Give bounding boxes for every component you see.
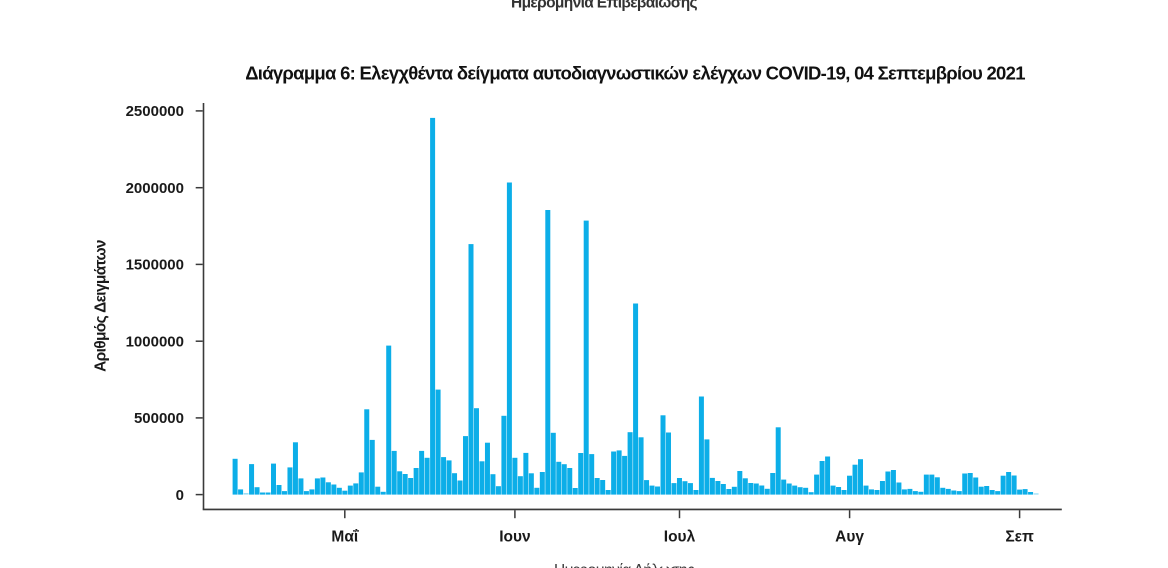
svg-text:Διάγραμμα 6: Ελεγχθέντα δείγμα: Διάγραμμα 6: Ελεγχθέντα δείγματα αυτοδια… (245, 63, 1025, 84)
svg-text:Ιουν: Ιουν (499, 529, 530, 546)
svg-text:500000: 500000 (134, 410, 184, 427)
svg-text:0: 0 (176, 487, 184, 504)
svg-text:Αριθμός Δειγμάτων: Αριθμός Δειγμάτων (93, 240, 110, 372)
svg-text:Μαΐ: Μαΐ (331, 529, 358, 546)
svg-text:Ημερομηνία Επιβεβαίωσης: Ημερομηνία Επιβεβαίωσης (511, 0, 698, 12)
svg-text:Ημερομηνία Δήλωσης: Ημερομηνία Δήλωσης (554, 562, 694, 568)
svg-text:Αυγ: Αυγ (835, 529, 864, 546)
svg-text:Ιουλ: Ιουλ (664, 529, 696, 546)
svg-text:Σεπ: Σεπ (1005, 529, 1034, 546)
svg-text:1500000: 1500000 (126, 257, 184, 274)
svg-text:1000000: 1000000 (126, 333, 184, 350)
svg-text:2000000: 2000000 (126, 180, 184, 197)
svg-text:2500000: 2500000 (126, 103, 184, 120)
